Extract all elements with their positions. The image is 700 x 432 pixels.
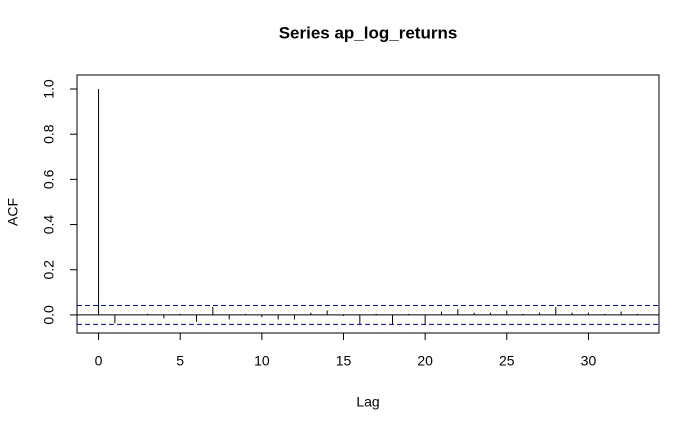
y-tick-label: 0.6 <box>41 169 57 189</box>
x-tick-label: 20 <box>417 353 433 369</box>
x-tick-label: 15 <box>336 353 352 369</box>
x-tick-label: 25 <box>499 353 515 369</box>
x-tick-label: 30 <box>581 353 597 369</box>
y-tick-label: 0.4 <box>41 215 57 235</box>
x-axis-label: Lag <box>356 394 379 410</box>
x-tick-label: 0 <box>95 353 103 369</box>
plot-frame <box>76 74 660 334</box>
y-tick-label: 0.8 <box>41 124 57 144</box>
y-axis-label: ACF <box>5 198 21 226</box>
chart-title: Series ap_log_returns <box>279 23 458 42</box>
y-tick-label: 0.2 <box>41 260 57 280</box>
x-tick-label: 10 <box>254 353 270 369</box>
y-tick-label: 0.0 <box>41 305 57 325</box>
y-tick-label: 1.0 <box>41 79 57 99</box>
x-tick-label: 5 <box>176 353 184 369</box>
